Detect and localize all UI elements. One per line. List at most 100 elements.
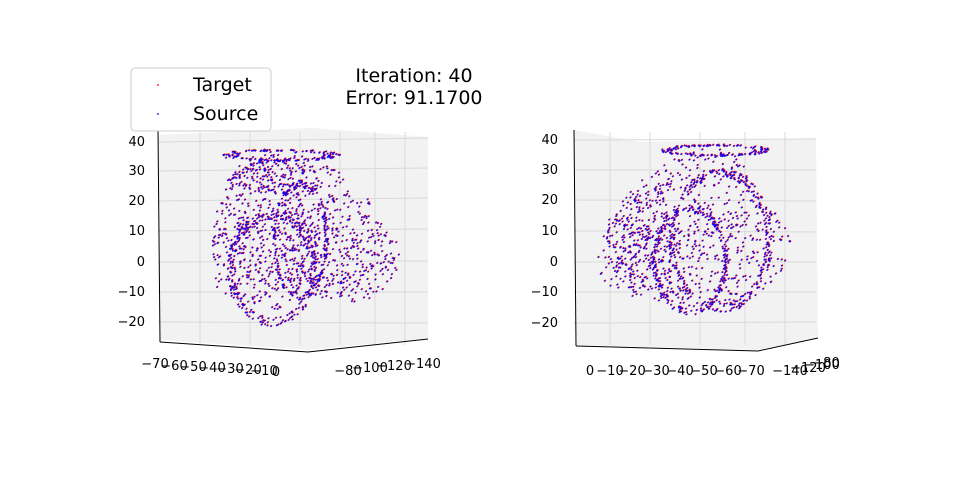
source-point	[361, 266, 364, 269]
source-point	[281, 205, 283, 207]
source-point	[334, 185, 336, 188]
source-point	[303, 158, 305, 161]
source-point	[278, 204, 280, 207]
source-point	[277, 226, 280, 229]
source-point	[351, 228, 354, 231]
source-point	[338, 249, 340, 251]
source-point	[247, 149, 250, 152]
source-point	[374, 273, 377, 276]
source-point	[245, 225, 247, 228]
source-point	[254, 169, 257, 172]
source-point	[348, 284, 351, 286]
source-point	[262, 244, 265, 247]
source-point	[244, 150, 247, 153]
source-point	[344, 253, 347, 255]
source-point	[293, 278, 295, 281]
source-point	[293, 225, 296, 227]
source-point	[299, 283, 302, 286]
source-point	[282, 183, 285, 186]
source-point	[274, 231, 277, 234]
source-point	[259, 177, 262, 180]
source-point	[336, 269, 338, 272]
source-point	[372, 291, 374, 293]
source-point	[319, 198, 322, 201]
source-point	[302, 295, 304, 297]
source-point	[301, 150, 304, 153]
source-point	[257, 214, 260, 217]
source-point	[373, 252, 375, 254]
source-point	[311, 222, 314, 225]
source-point	[297, 199, 300, 202]
source-point	[280, 321, 283, 324]
source-point	[218, 229, 221, 231]
source-point	[332, 156, 335, 159]
source-point	[236, 222, 239, 225]
source-point	[310, 237, 312, 240]
source-point	[298, 224, 300, 227]
source-point	[243, 293, 246, 296]
source-point	[287, 178, 290, 181]
source-point	[330, 169, 333, 172]
source-point	[232, 177, 235, 180]
source-point	[261, 250, 264, 253]
source-point	[295, 262, 298, 265]
source-point	[276, 149, 278, 152]
source-point	[273, 186, 276, 188]
source-point	[265, 213, 268, 216]
source-point	[268, 174, 270, 176]
source-point	[321, 204, 324, 207]
source-point	[265, 292, 268, 295]
source-point	[269, 271, 271, 273]
source-point	[243, 175, 246, 178]
source-point	[318, 238, 320, 241]
source-point	[345, 225, 348, 228]
source-point	[368, 237, 370, 239]
source-point	[295, 284, 298, 287]
source-point	[328, 196, 331, 199]
source-point	[309, 182, 312, 185]
source-point	[260, 246, 263, 249]
source-point	[377, 286, 379, 288]
source-point	[301, 227, 304, 229]
source-point	[292, 286, 294, 289]
source-point	[293, 247, 296, 250]
source-point	[267, 179, 269, 182]
source-point	[257, 258, 259, 261]
source-point	[225, 278, 228, 281]
source-point	[265, 186, 268, 189]
source-point	[320, 273, 323, 276]
source-point	[313, 269, 316, 271]
source-point	[339, 280, 342, 283]
source-point	[283, 254, 285, 257]
source-point	[229, 179, 232, 182]
source-point	[241, 275, 244, 278]
source-point	[325, 250, 328, 252]
source-point	[360, 260, 362, 263]
source-point	[249, 260, 251, 262]
source-point	[229, 263, 232, 265]
source-point	[337, 281, 339, 284]
source-point	[316, 184, 318, 187]
source-point	[370, 229, 373, 232]
source-point	[277, 214, 279, 217]
source-point	[301, 222, 304, 225]
source-point	[286, 189, 289, 192]
left-z-axis-line	[157, 129, 161, 343]
source-point	[267, 218, 269, 221]
source-point	[258, 300, 260, 303]
source-point	[258, 290, 261, 293]
source-point	[325, 254, 327, 257]
source-point	[217, 234, 220, 237]
source-point	[314, 279, 317, 281]
source-point	[233, 235, 236, 238]
source-point	[258, 168, 261, 171]
source-point	[311, 254, 313, 257]
source-point	[303, 171, 305, 173]
source-point	[304, 243, 306, 246]
source-point	[308, 246, 311, 249]
source-point	[225, 251, 228, 254]
source-point	[275, 212, 277, 215]
source-point	[235, 293, 238, 295]
source-point	[246, 217, 249, 219]
